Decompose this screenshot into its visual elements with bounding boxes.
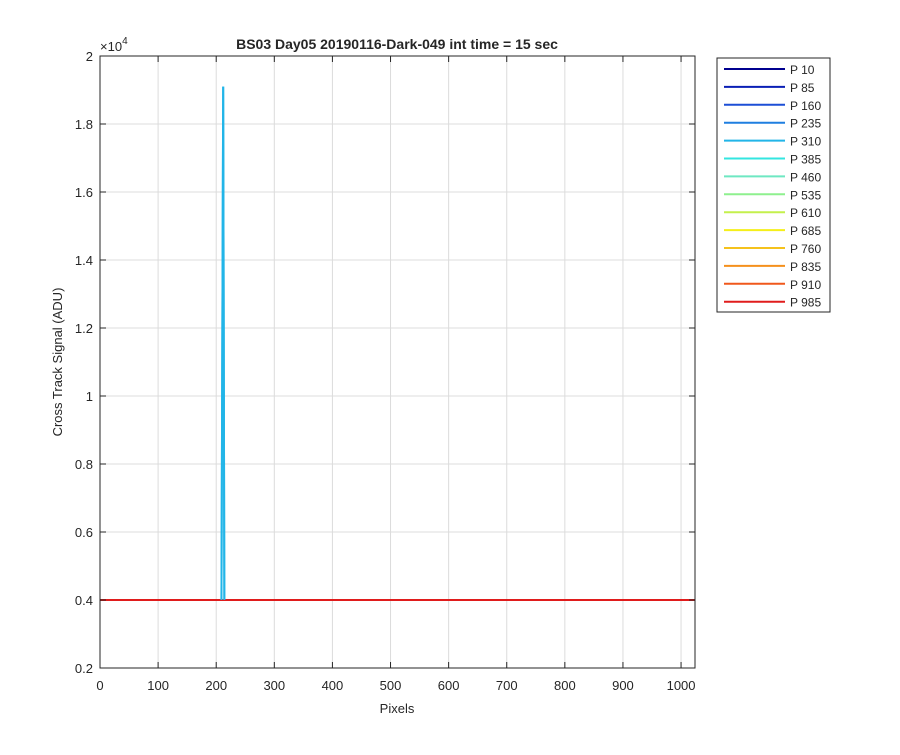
- legend-label: P 385: [790, 153, 821, 167]
- series-lines: [100, 86, 695, 601]
- x-tick-label: 100: [147, 678, 169, 693]
- legend-label: P 160: [790, 99, 821, 113]
- legend-label: P 985: [790, 296, 821, 310]
- x-tick-label: 800: [554, 678, 576, 693]
- x-tick-label: 900: [612, 678, 634, 693]
- legend-label: P 235: [790, 117, 821, 131]
- legend: P 10 P 85 P 160 P 235 P 310 P 385 P 460 P 535 P …: [716, 57, 831, 313]
- x-grid: [157, 56, 682, 668]
- x-tick-label: 200: [205, 678, 227, 693]
- y-tick-label: 1.4: [75, 253, 93, 268]
- legend-label: P 460: [790, 170, 821, 184]
- legend-label: P 610: [790, 206, 821, 220]
- x-tick-label: 400: [322, 678, 344, 693]
- y-tick-label: 0.6: [75, 525, 93, 540]
- x-tick-label: 1000: [667, 678, 696, 693]
- y-tick-label: 0.2: [75, 661, 93, 676]
- x-axis: 0 100 200 300 400 500 600 700 800 900 1000: [96, 56, 696, 693]
- y-tick-label: 1.2: [75, 321, 93, 336]
- legend-label: P 685: [790, 224, 821, 238]
- y-tick-label: 1.8: [75, 117, 93, 132]
- series-spike: [220, 86, 226, 601]
- y-tick-label: 0.4: [75, 593, 93, 608]
- y-axis-exponent-base: ×10: [100, 39, 122, 54]
- plot-frame: [99, 55, 696, 669]
- y-axis-label: Cross Track Signal (ADU): [50, 288, 65, 437]
- y-tick-label: 1: [86, 389, 93, 404]
- y-axis-exponent-power: 4: [122, 36, 128, 47]
- x-axis-label: Pixels: [380, 701, 415, 716]
- x-tick-label: 0: [96, 678, 103, 693]
- y-tick-label: 2: [86, 49, 93, 64]
- legend-box: [716, 57, 831, 313]
- legend-label: P 910: [790, 278, 821, 292]
- y-axis-exponent: ×104: [100, 36, 128, 54]
- y-tick-label: 0.8: [75, 457, 93, 472]
- x-tick-label: 600: [438, 678, 460, 693]
- legend-label: P 835: [790, 260, 821, 274]
- y-axis: 0.2 0.4 0.6 0.8 1 1.2 1.4 1.6 1.8 2: [75, 49, 695, 676]
- legend-label: P 10: [790, 63, 815, 77]
- legend-label: P 85: [790, 81, 815, 95]
- plot-area: [100, 56, 695, 668]
- legend-label: P 535: [790, 188, 821, 202]
- x-tick-label: 300: [263, 678, 285, 693]
- x-tick-label: 500: [380, 678, 402, 693]
- x-tick-label: 700: [496, 678, 518, 693]
- legend-label: P 760: [790, 242, 821, 256]
- y-tick-label: 1.6: [75, 185, 93, 200]
- legend-label: P 310: [790, 135, 821, 149]
- chart-title: BS03 Day05 20190116-Dark-049 int time = …: [236, 36, 558, 52]
